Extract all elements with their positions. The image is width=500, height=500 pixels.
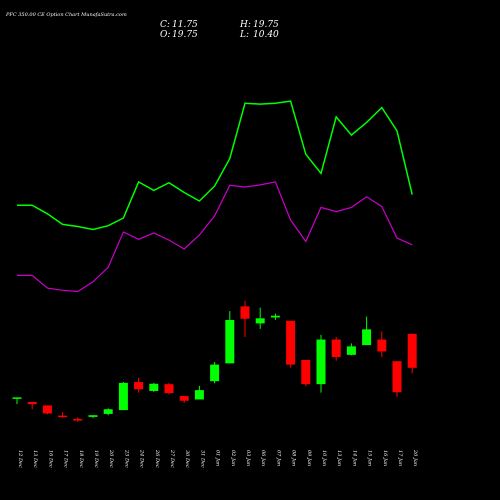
candle: [58, 412, 68, 418]
open-label: O:: [160, 30, 170, 40]
candle-body: [255, 318, 265, 324]
candle-body: [377, 339, 387, 352]
candle: [194, 385, 204, 400]
x-tick-label: 16 Jan: [382, 450, 388, 466]
lower-band-line: [17, 181, 413, 293]
x-tick-label: 14 Jan: [351, 450, 357, 466]
candle: [12, 397, 22, 405]
candle: [286, 320, 296, 368]
candle: [42, 405, 52, 415]
x-tick-label: 20 Dec: [108, 449, 114, 468]
candle-body: [12, 397, 22, 399]
candle: [377, 331, 387, 357]
candle: [362, 316, 372, 346]
candle-body: [225, 320, 235, 364]
candle: [225, 311, 235, 364]
candle: [149, 382, 159, 392]
candle-body: [164, 384, 174, 394]
x-tick-label: 06 Jan: [260, 450, 266, 466]
candle-body: [27, 402, 37, 405]
x-tick-label: 24 Dec: [139, 449, 145, 468]
candle-body: [286, 320, 296, 365]
x-tick-label: 10 Jan: [321, 450, 327, 466]
candle-body: [331, 339, 341, 357]
x-tick-label: 15 Jan: [367, 450, 373, 466]
x-tick-label: 26 Dec: [154, 449, 160, 468]
candle-body: [270, 315, 280, 318]
x-tick-label: 23 Dec: [123, 449, 129, 468]
candle: [73, 417, 83, 422]
candle: [103, 408, 113, 416]
chart-title: PFC 350.00 CE Option Chart MunafaSutra.c…: [5, 12, 127, 18]
x-tick-label: 17 Jan: [397, 450, 403, 466]
candle-body: [407, 333, 417, 368]
x-tick-label: 01 Jan: [215, 450, 221, 466]
candle-body: [346, 346, 356, 355]
upper-band-line: [17, 100, 413, 231]
candle-body: [240, 306, 250, 319]
candle: [210, 362, 220, 384]
candle-body: [73, 419, 83, 421]
x-tick-label: 20 Jan: [412, 449, 418, 466]
candle: [392, 361, 402, 397]
x-tick-label: 02 Jan: [230, 450, 236, 466]
candle: [88, 415, 98, 419]
candle: [240, 300, 250, 337]
x-tick-label: 31 Dec: [199, 450, 205, 468]
candle-body: [301, 359, 311, 385]
high-label: H:: [239, 20, 251, 30]
x-tick-label: 27 Dec: [169, 449, 175, 468]
candle-body: [42, 405, 52, 414]
candle-body: [58, 415, 68, 418]
low-label: L:: [239, 30, 249, 40]
open-value: 19.75: [172, 30, 198, 40]
candle-body: [362, 329, 372, 346]
candle: [331, 337, 341, 361]
x-tick-label: 16 Dec: [47, 450, 53, 468]
candle: [255, 307, 265, 329]
candle-body: [134, 382, 144, 390]
x-tick-label: 13 Dec: [32, 450, 38, 468]
candle-body: [179, 396, 189, 401]
candle: [179, 395, 189, 403]
x-tick-label: 19 Dec: [93, 450, 99, 468]
candle-body: [210, 364, 220, 382]
high-value: 19.75: [253, 20, 279, 30]
close-value: 11.75: [172, 20, 198, 30]
x-tick-label: 09 Jan: [306, 450, 312, 466]
candles: [12, 300, 417, 422]
x-tick-label: 12 Dec: [17, 450, 23, 468]
candle: [118, 382, 128, 411]
candle-body: [149, 383, 159, 391]
candle-body: [316, 339, 326, 385]
candle: [134, 377, 144, 393]
candle-body: [392, 361, 402, 393]
x-tick-label: 30 Dec: [184, 450, 190, 468]
x-tick-label: 17 Dec: [63, 450, 69, 468]
candle: [316, 334, 326, 393]
candle-body: [103, 409, 113, 414]
x-axis-labels: 12 Dec 13 Dec 16 Dec 17 Dec 18 Dec 19 Dec 20 D…: [17, 449, 418, 468]
low-value: 10.40: [253, 30, 279, 40]
x-tick-label: 07 Jan: [275, 450, 281, 466]
close-label: C:: [160, 20, 170, 30]
candle: [407, 333, 417, 374]
x-tick-label: 18 Dec: [78, 450, 84, 468]
candle: [301, 359, 311, 387]
candle: [164, 382, 174, 395]
candle-body: [88, 415, 98, 417]
x-tick-label: 03 Jan: [245, 450, 251, 466]
x-tick-label: 08 Jan: [291, 450, 297, 466]
ohlc-summary: C: 11.75 H: 19.75 O: 19.75 L: 10.40: [160, 20, 279, 40]
candle: [270, 313, 280, 320]
candle-body: [118, 382, 128, 411]
candle-body: [194, 390, 204, 400]
x-tick-label: 13 Jan: [336, 450, 342, 466]
candle: [27, 401, 37, 410]
candle: [346, 343, 356, 356]
